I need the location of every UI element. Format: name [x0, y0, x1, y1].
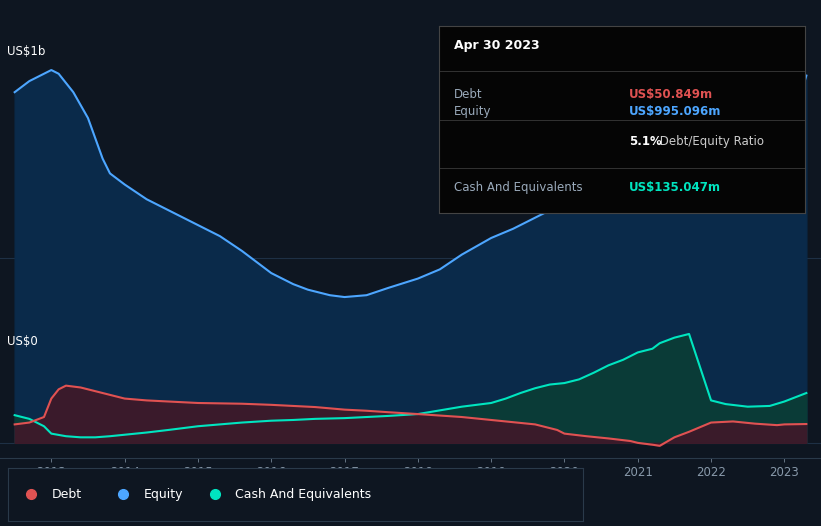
Text: US$0: US$0	[7, 335, 37, 348]
Text: US$50.849m: US$50.849m	[629, 88, 713, 101]
Text: US$1b: US$1b	[7, 45, 45, 58]
Text: Debt/Equity Ratio: Debt/Equity Ratio	[655, 135, 764, 148]
Text: Apr 30 2023: Apr 30 2023	[454, 39, 539, 53]
Text: US$135.047m: US$135.047m	[629, 181, 721, 194]
Text: 5.1%: 5.1%	[629, 135, 662, 148]
Text: US$995.096m: US$995.096m	[629, 105, 722, 118]
Text: Debt: Debt	[51, 488, 81, 501]
Text: Cash And Equivalents: Cash And Equivalents	[236, 488, 371, 501]
Text: Equity: Equity	[143, 488, 183, 501]
Text: Equity: Equity	[454, 105, 491, 118]
Text: Cash And Equivalents: Cash And Equivalents	[454, 181, 582, 194]
Text: Debt: Debt	[454, 88, 483, 101]
